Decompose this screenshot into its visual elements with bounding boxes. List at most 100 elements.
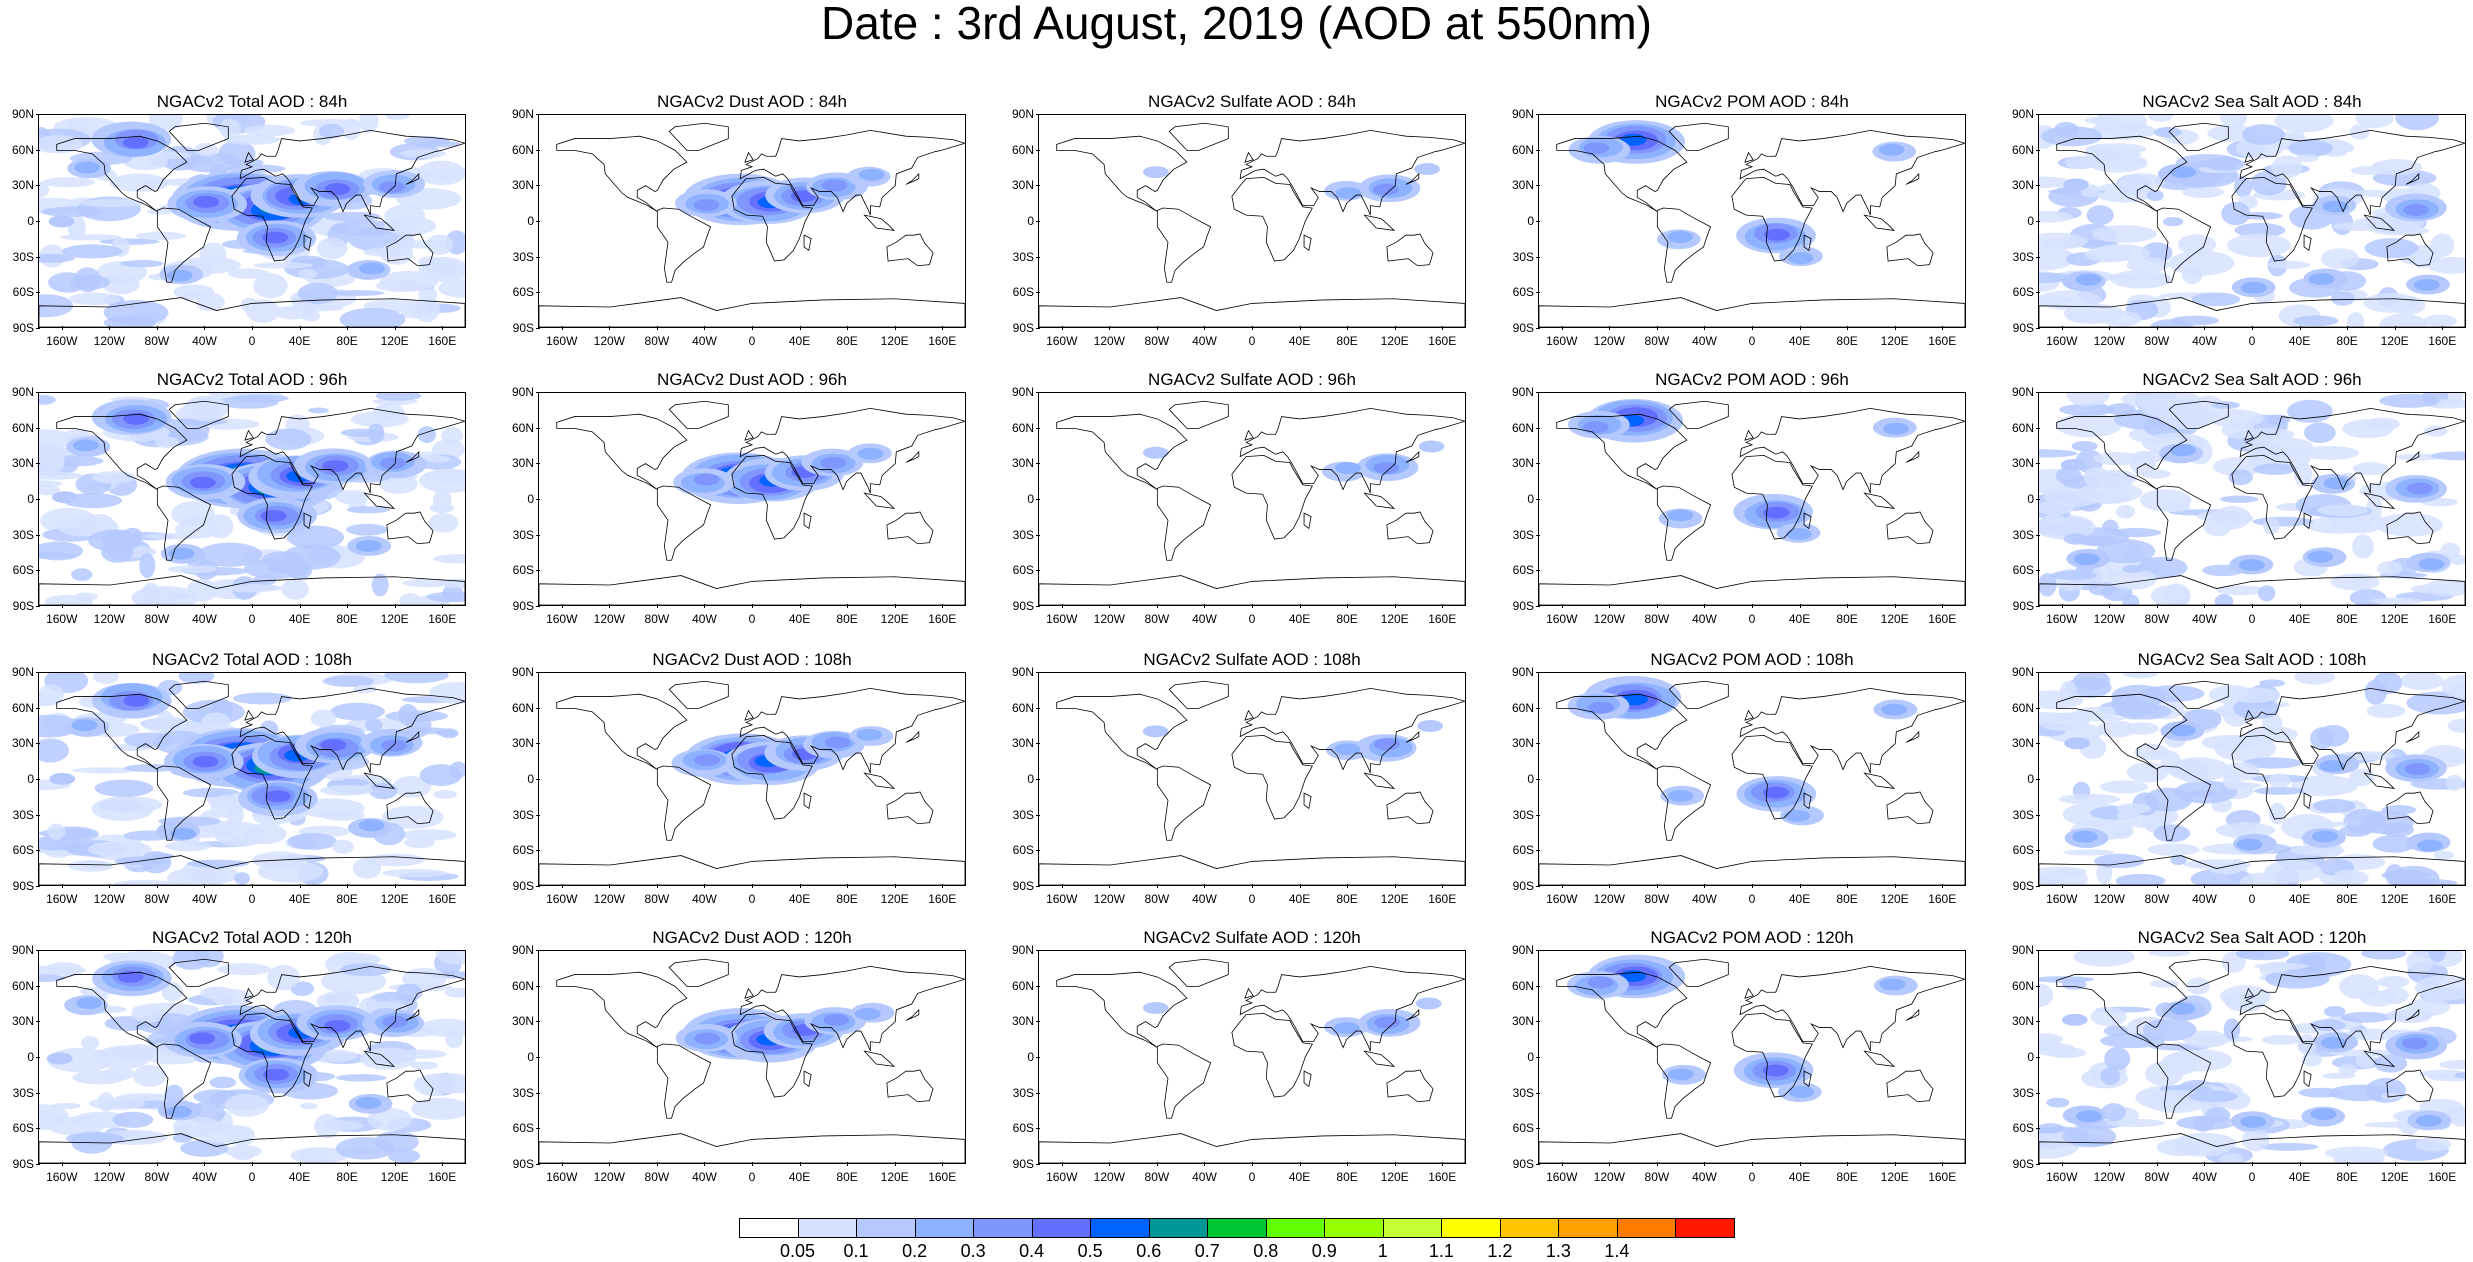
aod-haze bbox=[2147, 843, 2200, 856]
coastline bbox=[1739, 407, 1965, 494]
lon-tick bbox=[1204, 604, 1206, 608]
lat-tick-label: 90N bbox=[511, 107, 534, 121]
lon-tick-label: 160E bbox=[1428, 1170, 1457, 1184]
aod-haze bbox=[382, 868, 448, 878]
lon-tick-label: 80W bbox=[1644, 612, 1670, 626]
coastline bbox=[363, 1050, 396, 1067]
coastline bbox=[363, 492, 396, 509]
coastline bbox=[1539, 297, 1965, 327]
lat-tick-label: 90N bbox=[1511, 665, 1534, 679]
lat-tick bbox=[2036, 328, 2040, 329]
coastline bbox=[1363, 772, 1396, 789]
lat-tick-label: 90N bbox=[2011, 943, 2034, 957]
lon-tick-label: 160W bbox=[546, 612, 578, 626]
aod-plume bbox=[1335, 462, 1361, 475]
coastline bbox=[2386, 791, 2434, 825]
lon-tick-label: 80E bbox=[1836, 612, 1858, 626]
lon-tick-label: 0 bbox=[1248, 612, 1256, 626]
aod-haze bbox=[2253, 786, 2304, 795]
aod-haze bbox=[2134, 743, 2170, 761]
aod-haze bbox=[91, 471, 136, 484]
aod-haze bbox=[426, 234, 453, 256]
lon-tick-label: 80W bbox=[144, 334, 170, 348]
coastline bbox=[1244, 987, 1254, 999]
lon-tick bbox=[894, 604, 896, 608]
lon-tick-label: 0 bbox=[1248, 1170, 1256, 1184]
lon-tick bbox=[561, 884, 563, 888]
aod-haze bbox=[2062, 849, 2115, 856]
coastline bbox=[386, 233, 434, 267]
coastline bbox=[1731, 177, 1813, 262]
aod-haze bbox=[2372, 834, 2416, 853]
lon-tick bbox=[1109, 326, 1111, 330]
coastline bbox=[2168, 400, 2229, 429]
lon-tick bbox=[1894, 884, 1896, 888]
aod-haze bbox=[164, 1084, 184, 1105]
aod-haze bbox=[180, 1139, 229, 1157]
coastline bbox=[156, 207, 212, 283]
lon-tick bbox=[156, 604, 158, 608]
aod-haze bbox=[72, 1070, 126, 1085]
lon-tick-label: 120E bbox=[880, 892, 909, 906]
lat-tick-label: 90N bbox=[11, 385, 34, 399]
aod-plume bbox=[1667, 231, 1694, 243]
lat-tick bbox=[2036, 1128, 2040, 1130]
lat-tick-label: 30S bbox=[12, 1085, 34, 1100]
lat-tick bbox=[536, 950, 540, 951]
lon-tick bbox=[1561, 326, 1563, 330]
lat-tick-label: 0 bbox=[1527, 1050, 1534, 1064]
aod-haze bbox=[123, 527, 142, 541]
coastline bbox=[2239, 687, 2465, 774]
aod-haze bbox=[298, 268, 317, 280]
lat-tick-label: 90S bbox=[2012, 599, 2034, 613]
lon-tick bbox=[299, 1162, 301, 1166]
lon-tick-label: 80W bbox=[1144, 1170, 1170, 1184]
lon-tick-label: 80E bbox=[336, 612, 358, 626]
aod-plume bbox=[1785, 528, 1812, 541]
lon-tick-label: 40W bbox=[192, 612, 217, 626]
lat-tick-label: 30S bbox=[512, 1085, 534, 1100]
coastline bbox=[668, 122, 729, 151]
coastline bbox=[556, 693, 688, 770]
lon-tick-label: 0 bbox=[1748, 334, 1756, 348]
lon-tick-label: 80E bbox=[1336, 334, 1358, 348]
coastline bbox=[905, 450, 920, 463]
lat-tick bbox=[1536, 779, 1540, 780]
lon-tick-label: 160E bbox=[2428, 612, 2457, 626]
aod-haze bbox=[417, 160, 465, 186]
aod-haze bbox=[2289, 845, 2345, 856]
lon-tick-label: 0 bbox=[248, 1170, 256, 1184]
aod-plume bbox=[2307, 550, 2334, 563]
aod-plume bbox=[693, 199, 720, 211]
lon-tick-label: 80E bbox=[1336, 1170, 1358, 1184]
coastline bbox=[1556, 135, 1688, 212]
lon-tick-label: 120E bbox=[2380, 1170, 2409, 1184]
lat-tick-label: 60N bbox=[511, 142, 534, 157]
lat-tick bbox=[1036, 814, 1040, 816]
lat-tick bbox=[2036, 814, 2040, 816]
aod-haze bbox=[2331, 291, 2355, 306]
lon-tick bbox=[894, 884, 896, 888]
lon-tick-label: 160W bbox=[1046, 334, 1078, 348]
aod-plume bbox=[2401, 1037, 2428, 1050]
lon-tick-label: 160E bbox=[2428, 892, 2457, 906]
aod-haze bbox=[2310, 727, 2334, 750]
aod-haze bbox=[397, 1049, 447, 1059]
coastline bbox=[905, 172, 920, 185]
lon-tick-label: 120W bbox=[2093, 1170, 2126, 1184]
aod-haze bbox=[2257, 585, 2276, 602]
aod-plume bbox=[1142, 166, 1169, 179]
lat-tick bbox=[2036, 985, 2040, 987]
lon-tick-label: 120W bbox=[93, 612, 126, 626]
lon-tick-label: 40W bbox=[192, 892, 217, 906]
lat-tick-label: 30N bbox=[11, 1014, 34, 1029]
aod-haze bbox=[200, 986, 235, 1000]
lat-tick bbox=[536, 463, 540, 465]
lon-tick-label: 120W bbox=[93, 334, 126, 348]
aod-haze bbox=[91, 796, 154, 822]
aod-map-canvas bbox=[1539, 954, 1965, 1163]
lon-tick-label: 0 bbox=[248, 612, 256, 626]
aod-haze bbox=[2149, 979, 2180, 988]
lat-tick-label: 30S bbox=[12, 249, 34, 264]
lon-tick bbox=[1704, 604, 1706, 608]
